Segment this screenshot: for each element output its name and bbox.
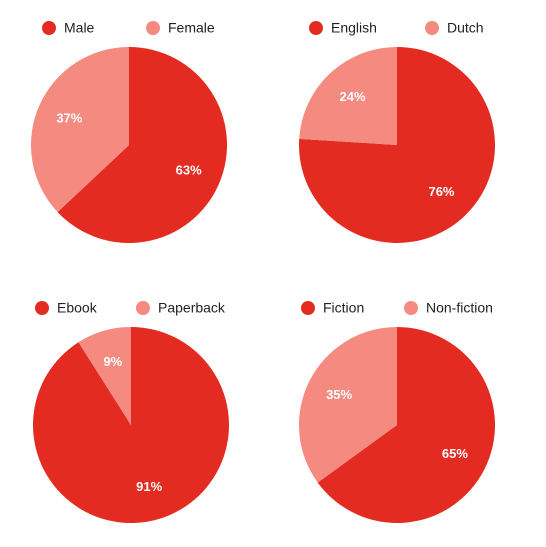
slice-label: 35% — [326, 387, 352, 402]
pie-slice — [299, 326, 397, 483]
legend-label: Male — [64, 20, 95, 36]
pie-slice — [78, 327, 131, 425]
legend-label: Fiction — [323, 300, 364, 316]
pie-slice — [31, 47, 130, 213]
slice-label: 24% — [339, 89, 365, 104]
legend-marker — [309, 21, 323, 35]
legend-marker — [301, 301, 315, 315]
slice-label: 37% — [56, 111, 82, 126]
legend-label: Paperback — [158, 300, 226, 316]
legend-label: Dutch — [447, 20, 484, 36]
slice-label: 63% — [176, 162, 202, 177]
legend-marker — [425, 21, 439, 35]
legend-label: Female — [168, 20, 215, 36]
slice-label: 91% — [136, 479, 162, 494]
pie-slice — [57, 47, 228, 243]
pie-slice — [317, 327, 495, 523]
legend-marker — [146, 21, 160, 35]
slice-label: 9% — [103, 354, 122, 369]
legend-marker — [404, 301, 418, 315]
legend-label: English — [331, 20, 377, 36]
pie-slice — [299, 47, 397, 145]
legend-label: Ebook — [57, 300, 98, 316]
slice-label: 65% — [442, 446, 468, 461]
legend-marker — [42, 21, 56, 35]
legend-marker — [136, 301, 150, 315]
legend-marker — [35, 301, 49, 315]
legend-label: Non-fiction — [426, 300, 493, 316]
slice-label: 76% — [428, 184, 454, 199]
